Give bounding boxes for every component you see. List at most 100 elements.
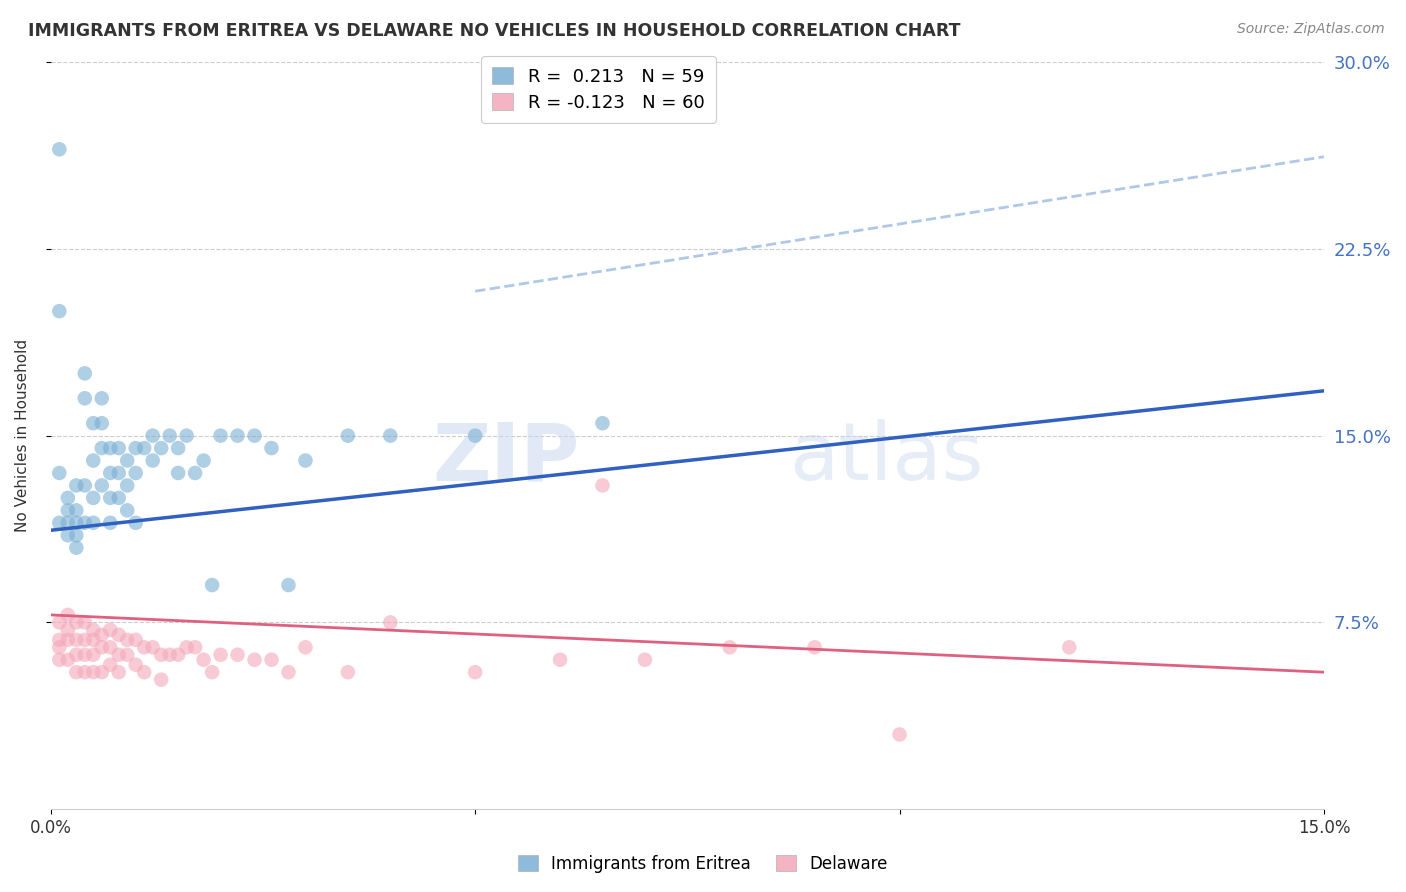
Point xyxy=(82,453,104,467)
Point xyxy=(90,640,112,655)
Point xyxy=(65,615,87,630)
Point xyxy=(125,657,148,672)
Point xyxy=(115,648,138,662)
Point xyxy=(73,648,96,662)
Point xyxy=(150,441,173,455)
Point xyxy=(65,632,87,647)
Point xyxy=(260,441,283,455)
Text: ZIP: ZIP xyxy=(432,419,579,497)
Point xyxy=(380,615,402,630)
Point xyxy=(90,665,112,680)
Point xyxy=(90,416,112,430)
Point xyxy=(464,665,486,680)
Point xyxy=(125,516,148,530)
Point xyxy=(56,528,79,542)
Point xyxy=(336,428,359,442)
Point xyxy=(380,428,402,442)
Point xyxy=(803,640,825,655)
Point xyxy=(201,665,224,680)
Point xyxy=(65,516,87,530)
Point xyxy=(98,491,121,505)
Point xyxy=(73,392,96,406)
Point xyxy=(167,441,190,455)
Point xyxy=(115,478,138,492)
Point xyxy=(82,516,104,530)
Text: IMMIGRANTS FROM ERITREA VS DELAWARE NO VEHICLES IN HOUSEHOLD CORRELATION CHART: IMMIGRANTS FROM ERITREA VS DELAWARE NO V… xyxy=(28,22,960,40)
Point xyxy=(73,478,96,492)
Point xyxy=(134,441,156,455)
Point xyxy=(150,673,173,687)
Point xyxy=(98,640,121,655)
Point xyxy=(65,503,87,517)
Point xyxy=(193,453,215,467)
Point xyxy=(115,632,138,647)
Point xyxy=(201,578,224,592)
Point xyxy=(98,657,121,672)
Y-axis label: No Vehicles in Household: No Vehicles in Household xyxy=(15,339,30,533)
Point xyxy=(336,665,359,680)
Point xyxy=(73,665,96,680)
Point xyxy=(142,640,165,655)
Point xyxy=(167,466,190,480)
Point xyxy=(107,491,129,505)
Point xyxy=(90,441,112,455)
Point xyxy=(48,615,70,630)
Point xyxy=(65,541,87,555)
Point xyxy=(193,653,215,667)
Point xyxy=(260,653,283,667)
Point xyxy=(48,304,70,318)
Point xyxy=(277,665,299,680)
Point xyxy=(209,428,232,442)
Point xyxy=(98,466,121,480)
Point xyxy=(56,503,79,517)
Point xyxy=(107,466,129,480)
Point xyxy=(142,453,165,467)
Point xyxy=(226,428,249,442)
Point xyxy=(90,392,112,406)
Point xyxy=(107,441,129,455)
Point xyxy=(48,516,70,530)
Point xyxy=(65,478,87,492)
Point xyxy=(73,367,96,381)
Point xyxy=(98,441,121,455)
Point xyxy=(107,665,129,680)
Point xyxy=(243,653,266,667)
Point xyxy=(115,453,138,467)
Point xyxy=(107,648,129,662)
Point xyxy=(115,503,138,517)
Point xyxy=(159,648,181,662)
Point xyxy=(98,516,121,530)
Point xyxy=(184,640,207,655)
Point xyxy=(150,648,173,662)
Point xyxy=(294,453,316,467)
Point xyxy=(48,466,70,480)
Point xyxy=(90,478,112,492)
Point xyxy=(56,491,79,505)
Point xyxy=(82,665,104,680)
Point xyxy=(134,640,156,655)
Point xyxy=(56,607,79,622)
Point xyxy=(73,632,96,647)
Point xyxy=(107,628,129,642)
Point xyxy=(209,648,232,662)
Point xyxy=(167,648,190,662)
Point xyxy=(90,628,112,642)
Point xyxy=(125,466,148,480)
Point xyxy=(592,478,614,492)
Point xyxy=(82,632,104,647)
Point xyxy=(184,466,207,480)
Point xyxy=(226,648,249,662)
Point xyxy=(82,623,104,637)
Point xyxy=(65,648,87,662)
Point xyxy=(56,653,79,667)
Point xyxy=(56,516,79,530)
Point xyxy=(48,142,70,156)
Point xyxy=(125,632,148,647)
Point xyxy=(82,648,104,662)
Point xyxy=(82,491,104,505)
Text: Source: ZipAtlas.com: Source: ZipAtlas.com xyxy=(1237,22,1385,37)
Legend: Immigrants from Eritrea, Delaware: Immigrants from Eritrea, Delaware xyxy=(512,848,894,880)
Point xyxy=(48,640,70,655)
Text: atlas: atlas xyxy=(789,419,984,497)
Point xyxy=(548,653,571,667)
